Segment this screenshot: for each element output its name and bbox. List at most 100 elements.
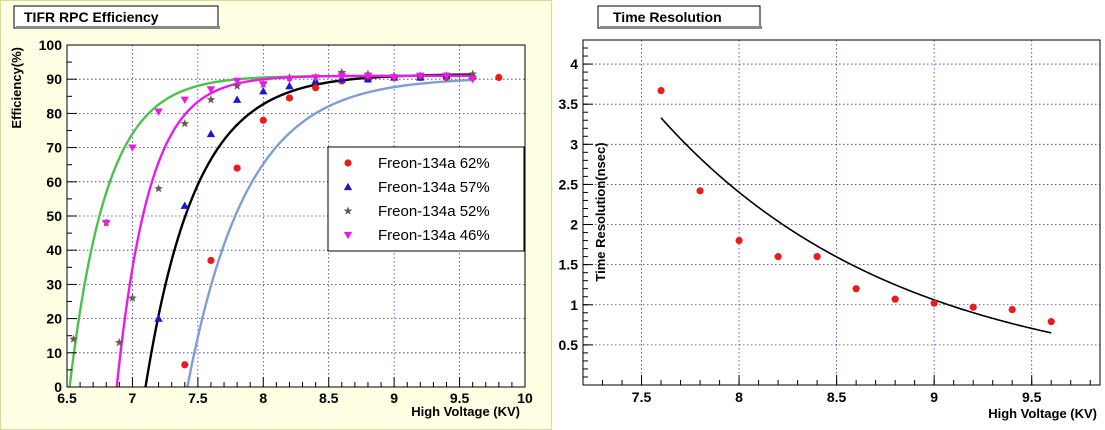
time-resolution-point xyxy=(930,299,938,307)
efficiency-x-tick-label: 9 xyxy=(390,390,398,406)
efficiency-y-tick-label: 10 xyxy=(46,345,62,361)
efficiency-point-s2 xyxy=(154,314,163,322)
efficiency-point-s4 xyxy=(285,76,294,84)
efficiency-y-tick-label: 70 xyxy=(46,140,62,156)
efficiency-point-s3 xyxy=(180,119,190,128)
time-resolution-y-tick-label: 1 xyxy=(570,297,578,313)
efficiency-chart-title: TIFR RPC Efficiency xyxy=(24,9,159,25)
efficiency-y-tick-label: 30 xyxy=(46,276,62,292)
efficiency-y-tick-label: 100 xyxy=(39,37,63,53)
time-resolution-x-tick-label: 8.5 xyxy=(827,389,847,405)
efficiency-point-s4 xyxy=(206,86,216,94)
efficiency-legend-marker-3 xyxy=(343,206,353,215)
time-resolution-point xyxy=(774,253,782,261)
efficiency-x-tick-label: 8 xyxy=(259,390,267,406)
efficiency-y-tick-label: 50 xyxy=(46,208,62,224)
efficiency-point-s4 xyxy=(180,96,189,104)
time-resolution-y-tick-label: 4 xyxy=(570,56,578,72)
efficiency-point-s1 xyxy=(207,256,215,265)
efficiency-x-tick-label: 8.5 xyxy=(319,390,339,406)
efficiency-point-s3 xyxy=(468,69,478,78)
efficiency-point-s2 xyxy=(232,95,242,103)
efficiency-point-s2 xyxy=(206,129,216,138)
time-resolution-point xyxy=(1047,318,1055,326)
efficiency-point-s3 xyxy=(128,293,137,302)
time-resolution-point xyxy=(813,253,821,261)
efficiency-y-tick-label: 0 xyxy=(54,379,62,395)
efficiency-y-tick-label: 60 xyxy=(46,174,62,190)
efficiency-point-s1 xyxy=(312,84,320,92)
efficiency-title-shadow xyxy=(16,26,220,29)
efficiency-legend-label-2: Freon-134a 57% xyxy=(378,179,490,196)
efficiency-point-s1 xyxy=(181,361,189,369)
efficiency-y-tick-label: 90 xyxy=(46,71,62,87)
time-resolution-point xyxy=(969,303,977,311)
efficiency-legend-label-1: Freon-134a 62% xyxy=(378,155,490,172)
efficiency-legend-label-4: Freon-134a 46% xyxy=(378,227,490,244)
time-resolution-x-tick-label: 8 xyxy=(735,389,743,405)
efficiency-legend-label-3: Freon-134a 52% xyxy=(378,203,490,220)
efficiency-point-s2 xyxy=(180,201,189,209)
time-resolution-x-tick-label: 7.5 xyxy=(632,389,652,405)
efficiency-legend-box xyxy=(327,146,525,252)
time-resolution-point xyxy=(852,285,860,293)
efficiency-legend-marker-4 xyxy=(343,231,353,240)
efficiency-point-s4 xyxy=(416,72,425,80)
efficiency-x-axis-title: High Voltage (KV) xyxy=(411,404,520,419)
efficiency-point-s4 xyxy=(232,77,242,86)
efficiency-fit-curve-1 xyxy=(186,78,473,388)
time-resolution-plot-frame xyxy=(582,39,1101,386)
time-resolution-point xyxy=(891,295,899,303)
efficiency-point-s4 xyxy=(389,74,399,82)
efficiency-point-s3 xyxy=(337,67,347,77)
efficiency-legend-marker-2 xyxy=(343,182,353,191)
time-resolution-y-axis-title: Time Resolution(nsec) xyxy=(593,142,608,281)
efficiency-x-tick-label: 7.5 xyxy=(188,390,208,406)
efficiency-x-tick-label: 10 xyxy=(517,390,533,406)
efficiency-fit-curve-4 xyxy=(115,74,473,388)
time-resolution-y-tick-label: 3 xyxy=(570,136,578,152)
efficiency-y-tick-label: 40 xyxy=(46,242,62,258)
time-resolution-y-tick-label: 2 xyxy=(570,217,578,233)
efficiency-point-s4 xyxy=(311,74,320,82)
efficiency-point-s1 xyxy=(259,116,267,124)
efficiency-point-s4 xyxy=(468,76,477,84)
efficiency-y-tick-label: 20 xyxy=(46,311,62,327)
efficiency-x-tick-label: 9.5 xyxy=(450,390,470,406)
time-resolution-x-axis-title: High Voltage (KV) xyxy=(988,406,1097,421)
efficiency-point-s1 xyxy=(233,164,241,172)
time-resolution-x-tick-label: 9.5 xyxy=(1022,389,1042,405)
efficiency-point-s1 xyxy=(285,94,294,102)
time-resolution-point xyxy=(1008,305,1016,314)
time-resolution-chart: 7.5 8 8.5 9 9.5 0.5 1 1.5 2 2.5 3 3.5 4 High Voltage… xyxy=(559,5,1101,421)
efficiency-point-s1 xyxy=(495,73,503,82)
efficiency-point-s4 xyxy=(154,108,163,116)
efficiency-point-s4 xyxy=(128,144,137,152)
time-resolution-x-tick-label: 9 xyxy=(930,389,938,405)
efficiency-point-s4 xyxy=(102,219,111,228)
time-resolution-y-tick-label: 1.5 xyxy=(559,257,579,273)
time-resolution-title-shadow xyxy=(600,26,762,29)
efficiency-point-s3 xyxy=(232,81,242,90)
time-resolution-y-tick-label: 2.5 xyxy=(559,176,579,192)
time-resolution-point xyxy=(657,86,665,95)
time-resolution-point xyxy=(735,236,743,245)
efficiency-point-s2 xyxy=(285,81,294,90)
time-resolution-fit-curve xyxy=(660,117,1052,334)
efficiency-point-s3 xyxy=(154,184,163,193)
efficiency-x-tick-label: 6.5 xyxy=(57,390,77,406)
efficiency-point-s2 xyxy=(259,86,268,95)
efficiency-x-tick-label: 7 xyxy=(129,390,137,406)
efficiency-point-s4 xyxy=(337,72,346,80)
efficiency-point-s3 xyxy=(206,95,216,104)
efficiency-chart: 6.5 7 7.5 8 8.5 9 9.5 100102030405060708090100 … xyxy=(0,0,553,430)
efficiency-point-s3 xyxy=(114,337,124,347)
efficiency-legend: Freon-134a 62% Freon-134a 57% Freon-134a 5… xyxy=(343,155,490,244)
efficiency-y-axis-title: Efficiency(%) xyxy=(9,47,24,129)
time-resolution-point xyxy=(696,187,704,195)
efficiency-point-s4 xyxy=(259,81,268,89)
efficiency-point-s3 xyxy=(69,334,78,343)
time-resolution-chart-title: Time Resolution xyxy=(613,9,722,25)
efficiency-y-tick-label: 80 xyxy=(46,105,62,121)
